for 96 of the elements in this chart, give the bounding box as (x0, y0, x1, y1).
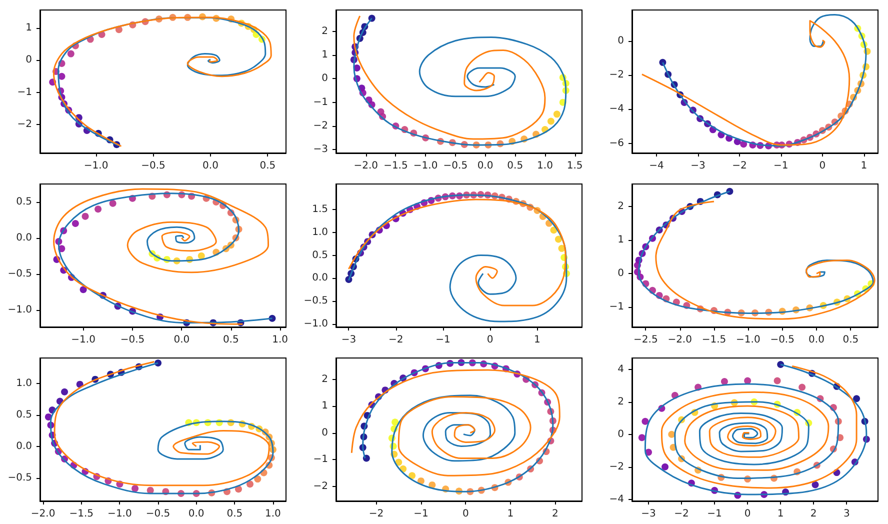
y-tick-label: 1.0 (312, 226, 328, 238)
x-tick-label: 0 (819, 160, 826, 172)
x-tick-label: −3 (341, 334, 356, 346)
y-tick-label: 0 (322, 73, 328, 84)
x-tick-label: 0.0 (174, 334, 190, 346)
x-tick-label: −3 (690, 160, 706, 172)
y-tick-label: 1 (322, 400, 328, 412)
x-tick-label: 0.5 (507, 160, 524, 172)
y-tick-label: 1 (618, 234, 624, 246)
x-tick-label: −0.5 (120, 334, 145, 346)
x-tick-label: 1 (860, 160, 868, 172)
y-tick-label: −1 (313, 454, 328, 466)
x-tick-label: 1.5 (566, 160, 583, 172)
x-tick-label: −2 (388, 334, 404, 346)
y-tick-label: −1 (17, 86, 32, 98)
x-tick-label: −4 (649, 160, 664, 172)
y-tick-label: −4 (609, 494, 624, 505)
y-tick-label: −0.5 (8, 268, 32, 280)
x-tick-label: 1.0 (265, 508, 281, 520)
y-tick-label: 0 (618, 268, 624, 280)
x-tick-label: −2.5 (634, 334, 658, 346)
x-tick-label: −1.5 (69, 508, 94, 520)
y-tick-label: 0 (618, 428, 624, 440)
x-tick-label: 0.0 (808, 334, 824, 346)
x-tick-label: −1.0 (108, 508, 132, 520)
x-tick-label: −1.5 (702, 334, 726, 346)
x-tick-label: 1 (534, 334, 540, 346)
x-tick-label: −3 (641, 508, 656, 520)
y-tick-label: 0.5 (312, 250, 328, 261)
x-tick-label: −2.0 (354, 160, 378, 172)
y-tick-label: 2 (618, 396, 624, 408)
y-tick-label: −2 (609, 70, 624, 81)
y-tick-label: 2 (322, 374, 328, 385)
y-tick-label: 1 (26, 22, 32, 34)
y-tick-label: 0.5 (16, 196, 32, 208)
x-tick-label: 2 (552, 508, 558, 520)
x-tick-label: −2 (368, 508, 384, 520)
y-tick-label: −2 (609, 461, 624, 472)
x-tick-label: 2 (810, 508, 817, 520)
x-tick-label: 1.0 (272, 334, 288, 346)
x-tick-label: 0.5 (226, 508, 243, 520)
y-tick-label: 0.0 (312, 272, 328, 284)
y-tick-label: −6 (609, 138, 624, 149)
x-tick-label: −0.5 (141, 160, 166, 172)
x-tick-label: 0.0 (202, 160, 218, 172)
y-tick-label: 0 (322, 427, 328, 438)
x-tick-label: 0 (486, 334, 494, 346)
x-tick-label: −1.0 (413, 160, 438, 172)
x-tick-label: −2.0 (30, 508, 56, 520)
y-tick-label: −1 (313, 96, 328, 108)
y-tick-label: 0.0 (16, 440, 32, 452)
y-tick-label: 2 (322, 26, 328, 37)
y-tick-label: −2 (313, 120, 328, 132)
x-tick-label: −1.0 (71, 334, 96, 346)
x-tick-label: 1.0 (537, 160, 553, 172)
x-tick-label: −0.5 (146, 508, 170, 520)
y-tick-label: −3 (313, 144, 328, 156)
x-tick-label: −2.0 (668, 334, 692, 346)
y-tick-label: −0.5 (304, 295, 328, 306)
x-tick-label: 0.5 (222, 334, 239, 346)
x-tick-label: −0.5 (443, 160, 468, 172)
y-tick-label: 0 (618, 36, 624, 47)
y-tick-label: −4 (609, 104, 624, 115)
y-tick-label: −1 (609, 302, 624, 313)
x-tick-label: 1 (777, 508, 784, 520)
x-tick-label: 3 (843, 508, 850, 520)
x-tick-label: −1 (774, 160, 788, 172)
x-tick-label: 0.5 (842, 334, 859, 346)
y-tick-label: −1.0 (8, 304, 32, 316)
x-tick-label: 0 (744, 508, 751, 520)
y-tick-label: 1.5 (312, 204, 328, 216)
y-tick-label: 2 (618, 200, 624, 212)
x-tick-label: −1.5 (384, 160, 408, 172)
x-tick-label: −1.0 (736, 334, 760, 346)
x-tick-label: −2 (732, 160, 747, 172)
y-tick-label: 1 (322, 49, 328, 60)
y-tick-label: 0.0 (16, 232, 32, 244)
y-tick-label: −2 (17, 119, 32, 130)
y-tick-label: 0.5 (16, 410, 32, 421)
x-tick-label: −1.0 (84, 160, 108, 172)
x-tick-label: 0 (462, 508, 469, 520)
y-tick-label: −0.5 (8, 472, 32, 484)
y-tick-label: 4 (618, 364, 624, 375)
x-tick-label: 0.0 (477, 160, 494, 172)
y-tick-label: −1.0 (304, 318, 328, 330)
y-tick-label: 1.0 (16, 378, 32, 390)
x-tick-label: 1 (507, 508, 514, 520)
x-tick-label: 0.0 (188, 508, 204, 520)
y-tick-label: −2 (313, 480, 328, 492)
x-tick-label: −2 (674, 508, 689, 520)
x-tick-label: 0.5 (260, 160, 276, 172)
y-tick-label: 0 (26, 54, 32, 66)
x-tick-label: −0.5 (770, 334, 794, 346)
x-tick-label: −1 (436, 334, 450, 346)
x-tick-label: −1 (414, 508, 428, 520)
x-tick-label: −1 (707, 508, 722, 520)
